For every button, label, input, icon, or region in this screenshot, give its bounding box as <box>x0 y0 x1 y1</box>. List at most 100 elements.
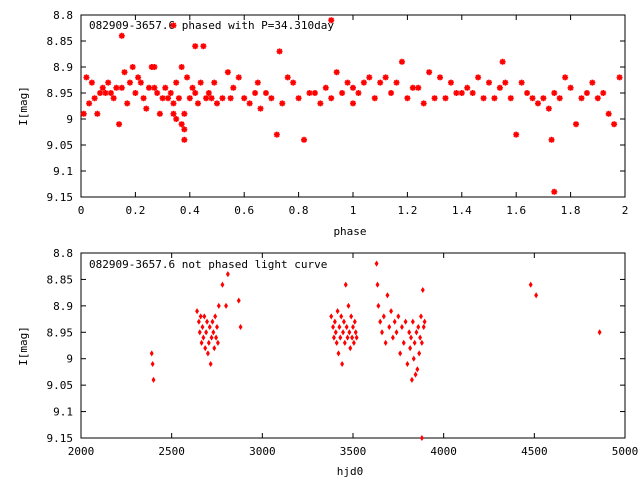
data-point <box>415 84 422 91</box>
data-point <box>97 90 104 96</box>
data-point <box>328 17 335 24</box>
data-point <box>336 350 341 357</box>
data-point <box>403 318 408 325</box>
data-points <box>80 17 623 195</box>
data-point <box>214 334 219 341</box>
data-point <box>209 334 214 341</box>
data-point <box>351 339 356 346</box>
data-point <box>156 110 163 117</box>
data-point <box>464 84 471 91</box>
data-point <box>290 79 297 86</box>
data-point <box>207 323 212 331</box>
data-point <box>524 90 531 96</box>
y-tick-label: 9.1 <box>53 165 73 178</box>
data-point <box>345 334 350 341</box>
data-point <box>86 100 93 107</box>
data-point <box>385 292 390 299</box>
data-point <box>413 371 418 378</box>
data-point <box>347 329 352 336</box>
data-point <box>551 90 558 96</box>
x-tick-label: 4000 <box>430 445 457 458</box>
data-point <box>170 22 177 29</box>
y-tick-label: 9.1 <box>53 406 73 419</box>
data-point <box>178 121 185 128</box>
data-point <box>418 334 423 341</box>
x-tick-label: 1.8 <box>561 204 581 217</box>
data-point <box>453 90 460 96</box>
data-point <box>211 329 216 336</box>
data-point <box>167 90 174 96</box>
data-points <box>149 260 602 442</box>
data-point <box>502 79 509 86</box>
plot-title: 082909-3657.6 not phased light curve <box>89 258 327 271</box>
y-tick-label: 8.9 <box>53 300 73 313</box>
data-point <box>401 339 406 346</box>
data-point <box>421 323 426 331</box>
data-point <box>198 313 203 320</box>
data-point <box>252 90 259 96</box>
data-point <box>311 90 318 96</box>
data-point <box>562 74 569 81</box>
data-point <box>404 95 411 102</box>
data-point <box>383 339 388 346</box>
data-point <box>257 105 264 112</box>
data-point <box>480 95 487 102</box>
data-point <box>442 95 449 102</box>
data-point <box>210 318 215 325</box>
data-point <box>344 79 351 86</box>
data-point <box>416 323 421 331</box>
data-point <box>411 355 416 362</box>
data-point <box>551 188 558 195</box>
data-point <box>355 90 362 96</box>
data-point <box>528 281 533 288</box>
data-point <box>146 84 152 91</box>
data-point <box>262 90 269 96</box>
data-point <box>534 292 539 299</box>
x-tick-label: 1 <box>350 204 357 217</box>
x-tick-label: 1.6 <box>506 204 526 217</box>
data-point <box>344 323 349 331</box>
data-point <box>339 90 346 96</box>
data-point <box>224 69 231 76</box>
data-point <box>374 260 379 267</box>
data-point <box>389 308 394 315</box>
data-point <box>284 74 291 81</box>
data-point <box>220 281 225 288</box>
data-point <box>398 58 405 65</box>
data-point <box>409 84 416 91</box>
data-point <box>230 84 237 91</box>
data-point <box>341 318 346 325</box>
data-point <box>513 131 520 138</box>
y-tick-label: 9.15 <box>47 191 74 204</box>
data-point <box>340 360 345 368</box>
data-point <box>173 116 180 122</box>
data-point <box>214 100 220 107</box>
data-point <box>556 95 563 102</box>
data-point <box>507 95 514 102</box>
y-ticks: 8.8 8.85 8.9 8.95 9 9.05 9.1 9.15 <box>47 9 625 204</box>
data-point <box>181 136 188 143</box>
data-point <box>417 350 422 357</box>
data-point <box>437 74 444 81</box>
data-point <box>208 360 213 368</box>
data-point <box>301 136 308 143</box>
data-point <box>545 105 552 112</box>
data-point <box>382 74 389 81</box>
data-point <box>184 74 191 81</box>
data-point <box>110 95 117 102</box>
data-point <box>337 323 342 331</box>
data-point <box>80 110 87 117</box>
data-point <box>83 74 90 81</box>
y-axis-label: I[mag] <box>17 326 30 366</box>
data-point <box>197 79 204 86</box>
data-point <box>388 90 395 96</box>
data-point <box>236 297 241 304</box>
data-point <box>400 323 404 331</box>
x-tick-label: 2500 <box>158 445 185 458</box>
data-point <box>360 79 367 86</box>
data-point <box>392 318 397 325</box>
data-point <box>349 313 354 320</box>
data-point <box>343 281 348 288</box>
data-point <box>178 64 185 70</box>
